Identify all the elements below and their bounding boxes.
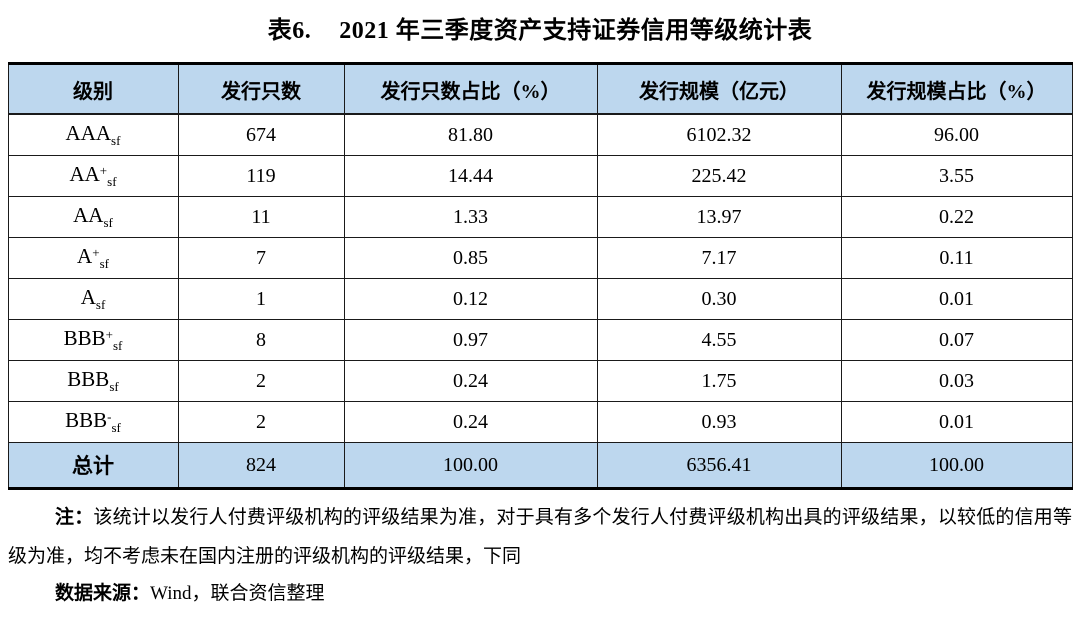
count-pct-cell: 0.12 xyxy=(343,278,598,320)
count-cell: 1 xyxy=(177,278,345,320)
count-cell: 674 xyxy=(177,113,345,156)
rating-base: BBB xyxy=(65,408,108,432)
scale-pct-cell: 0.07 xyxy=(840,319,1073,361)
scale-cell: 7.17 xyxy=(596,237,842,279)
rating-sub: sf xyxy=(103,215,113,230)
table-row: AA+sf 119 14.44 225.42 3.55 xyxy=(7,155,1073,197)
header-scale: 发行规模（亿元） xyxy=(596,63,842,115)
rating-base: AA xyxy=(69,162,100,186)
header-level: 级别 xyxy=(7,63,179,115)
header-scale-pct: 发行规模占比（%） xyxy=(840,63,1073,115)
rating-sub: sf xyxy=(111,133,121,148)
count-cell: 8 xyxy=(177,319,345,361)
total-label-cell: 总计 xyxy=(7,442,179,489)
rating-sup: + xyxy=(105,327,113,342)
rating-base: A xyxy=(80,285,96,309)
scale-pct-cell: 3.55 xyxy=(840,155,1073,197)
count-pct-cell: 0.85 xyxy=(343,237,598,279)
table-row: BBBsf 2 0.24 1.75 0.03 xyxy=(7,360,1073,402)
rating-cell: AA+sf xyxy=(7,155,179,197)
rating-cell: AAAsf xyxy=(7,113,179,156)
scale-cell: 225.42 xyxy=(596,155,842,197)
total-row: 总计 824 100.00 6356.41 100.00 xyxy=(7,442,1073,489)
rating-base: BBB xyxy=(63,326,106,350)
rating-sup: + xyxy=(99,163,108,178)
rating-cell: AAsf xyxy=(7,196,179,238)
rating-sub: sf xyxy=(107,174,117,189)
rating-base: AA xyxy=(73,203,104,227)
count-cell: 11 xyxy=(177,196,345,238)
count-pct-cell: 81.80 xyxy=(343,113,598,156)
rating-base: A xyxy=(77,244,93,268)
rating-sub: sf xyxy=(112,338,123,353)
scale-cell: 13.97 xyxy=(596,196,842,238)
rating-sub: sf xyxy=(99,256,109,271)
data-source-line: 数据来源：Wind，联合资信整理 xyxy=(8,579,1072,609)
rating-sub: sf xyxy=(95,297,106,312)
rating-cell: Asf xyxy=(7,278,179,320)
scale-pct-cell: 96.00 xyxy=(840,113,1073,156)
count-pct-cell: 0.24 xyxy=(343,401,598,443)
table-row: AAsf 11 1.33 13.97 0.22 xyxy=(7,196,1073,238)
header-count: 发行只数 xyxy=(177,63,345,115)
count-pct-cell: 1.33 xyxy=(343,196,598,238)
table-row: AAAsf 674 81.80 6102.32 96.00 xyxy=(7,113,1073,156)
table-number: 表6. xyxy=(267,18,312,44)
table-footnote: 注：该统计以发行人付费评级机构的评级结果为准，对于具有多个发行人付费评级机构出具… xyxy=(8,498,1072,576)
scale-pct-cell: 0.03 xyxy=(840,360,1073,402)
footnote-text: 该统计以发行人付费评级机构的评级结果为准，对于具有多个发行人付费评级机构出具的评… xyxy=(8,507,1072,567)
rating-base: AAA xyxy=(65,121,112,145)
rating-cell: BBBsf xyxy=(7,360,179,402)
table-row: A+sf 7 0.85 7.17 0.11 xyxy=(7,237,1073,279)
table-row: BBB+sf 8 0.97 4.55 0.07 xyxy=(7,319,1073,361)
rating-sub: sf xyxy=(109,379,119,394)
scale-cell: 0.30 xyxy=(596,278,842,320)
rating-base: BBB xyxy=(67,367,110,391)
count-cell: 2 xyxy=(177,401,345,443)
count-cell: 119 xyxy=(177,155,345,197)
scale-cell: 4.55 xyxy=(596,319,842,361)
scale-cell: 0.93 xyxy=(596,401,842,443)
rating-sup: + xyxy=(92,245,100,260)
total-scale-cell: 6356.41 xyxy=(596,442,842,489)
scale-cell: 1.75 xyxy=(596,360,842,402)
count-pct-cell: 14.44 xyxy=(343,155,598,197)
data-source-text: Wind，联合资信整理 xyxy=(150,583,325,604)
total-count-cell: 824 xyxy=(177,442,345,489)
header-row: 级别 发行只数 发行只数占比（%） 发行规模（亿元） 发行规模占比（%） xyxy=(7,63,1073,115)
total-scale-pct-cell: 100.00 xyxy=(840,442,1073,489)
credit-rating-stats-table: 级别 发行只数 发行只数占比（%） 发行规模（亿元） 发行规模占比（%） AAA… xyxy=(7,62,1073,490)
table-row: Asf 1 0.12 0.30 0.01 xyxy=(7,278,1073,320)
scale-pct-cell: 0.01 xyxy=(840,278,1073,320)
count-cell: 7 xyxy=(177,237,345,279)
rating-cell: BBB-sf xyxy=(7,401,179,443)
scale-pct-cell: 0.01 xyxy=(840,401,1073,443)
scale-cell: 6102.32 xyxy=(596,113,842,156)
total-count-pct-cell: 100.00 xyxy=(343,442,598,489)
count-pct-cell: 0.97 xyxy=(343,319,598,361)
data-source-prefix: 数据来源： xyxy=(55,583,151,604)
scale-pct-cell: 0.11 xyxy=(840,237,1073,279)
rating-cell: BBB+sf xyxy=(7,319,179,361)
footnote-prefix: 注： xyxy=(55,507,94,528)
rating-cell: A+sf xyxy=(7,237,179,279)
rating-sub: sf xyxy=(111,420,121,435)
rating-sup: - xyxy=(107,409,112,424)
header-count-pct: 发行只数占比（%） xyxy=(343,63,598,115)
count-pct-cell: 0.24 xyxy=(343,360,598,402)
table-title-text: 2021 年三季度资产支持证券信用等级统计表 xyxy=(339,18,813,44)
scale-pct-cell: 0.22 xyxy=(840,196,1073,238)
table-row: BBB-sf 2 0.24 0.93 0.01 xyxy=(7,401,1073,443)
count-cell: 2 xyxy=(177,360,345,402)
table-title: 表6. 2021 年三季度资产支持证券信用等级统计表 xyxy=(0,0,1080,45)
